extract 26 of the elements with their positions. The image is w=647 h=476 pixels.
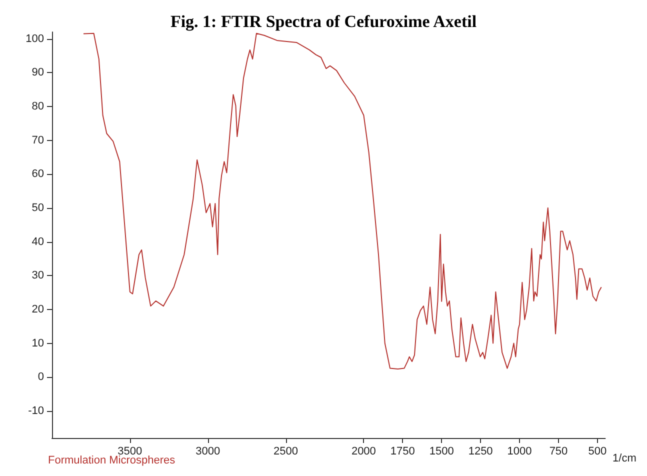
x-tick-label: 3500 xyxy=(118,446,142,458)
chart-title: Fig. 1: FTIR Spectra of Cefuroxime Axetil xyxy=(170,12,477,31)
y-tick-label: 20 xyxy=(32,303,44,316)
y-tick-label: 80 xyxy=(32,100,44,112)
y-tick-label: -10 xyxy=(28,404,44,417)
x-axis-title: 1/cm xyxy=(612,452,636,464)
y-tick-label: 50 xyxy=(32,202,44,214)
x-tick-label: 750 xyxy=(549,446,568,458)
text: Formulation Microspheres xyxy=(48,454,176,466)
y-tick-label: 100 xyxy=(26,32,44,45)
x-tick-label: 2500 xyxy=(274,446,298,458)
x-tick-label: 1500 xyxy=(429,446,454,458)
line-series xyxy=(82,32,602,370)
y-tick-label: 0 xyxy=(38,371,44,384)
x-tick-label: 1750 xyxy=(390,446,415,458)
y-tick-label: 90 xyxy=(32,66,44,79)
x-tick-label: 500 xyxy=(588,446,607,458)
x-tick-label: 1250 xyxy=(468,446,493,458)
y-tick-label: 30 xyxy=(32,270,44,282)
x-tick-label: 3000 xyxy=(196,446,220,458)
x-tick-label: 1000 xyxy=(507,446,532,458)
y-tick-label: 70 xyxy=(32,134,44,146)
x-tick-label: 2000 xyxy=(351,446,376,458)
y-tick-label: 40 xyxy=(32,236,44,248)
y-tick-label: 60 xyxy=(32,168,44,180)
y-tick-label: 10 xyxy=(32,337,44,350)
